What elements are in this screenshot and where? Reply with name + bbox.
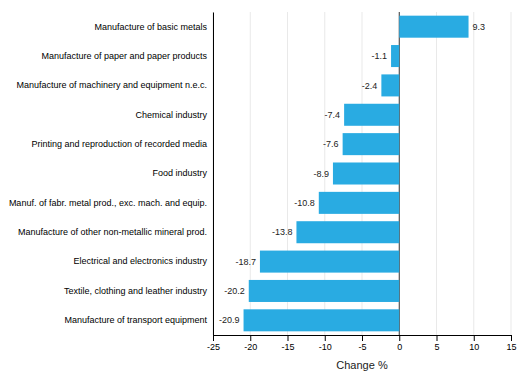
y-tick: Manufacture of transport equipment <box>64 315 213 325</box>
y-tick: Chemical industry <box>135 110 213 120</box>
y-tick-label: Manufacture of transport equipment <box>64 315 207 325</box>
x-tick: 15 <box>506 335 516 352</box>
y-tick-label: Food industry <box>152 168 207 178</box>
x-tick-label: -5 <box>358 342 366 352</box>
x-tick: -15 <box>281 335 294 352</box>
grid-line <box>436 12 437 335</box>
x-axis-title: Change % <box>336 359 388 371</box>
y-axis: Manufacture of transport equipment Textil… <box>9 13 214 336</box>
x-tick: -5 <box>358 335 366 352</box>
x-tick-mark <box>325 335 326 341</box>
data-label: -7.6 <box>323 139 339 149</box>
bar <box>399 16 468 38</box>
x-tick-label: 5 <box>434 342 439 352</box>
x-tick-mark <box>399 335 400 341</box>
data-label: -7.4 <box>325 110 341 120</box>
bar <box>319 192 399 214</box>
data-label: -13.8 <box>272 227 293 237</box>
bar <box>391 45 399 67</box>
y-tick-label: Manufacture of basic metals <box>94 22 207 32</box>
data-label: -8.9 <box>313 169 329 179</box>
y-tick: Electrical and electronics industry <box>73 256 213 266</box>
data-label: -20.9 <box>219 315 240 325</box>
data-labels: -20.9 -20.2 -18.7 -13.8 -10.8 -8.9 -7.6 -7.4 -2.… <box>219 22 485 326</box>
y-tick-label: Manufacture of paper and paper products <box>41 51 207 61</box>
y-tick: Manufacture of basic metals <box>94 22 213 32</box>
bar <box>381 74 399 96</box>
bar <box>296 221 399 243</box>
x-tick-mark <box>288 335 289 341</box>
x-tick-label: -10 <box>319 342 332 352</box>
chart-svg: -20.9 -20.2 -18.7 -13.8 -10.8 -8.9 -7.6 -7.4 -2.… <box>0 0 529 377</box>
y-axis-line <box>213 13 214 336</box>
y-tick: Manufacture of other non-metallic minera… <box>18 227 213 237</box>
bar <box>260 251 399 273</box>
bar <box>344 104 399 126</box>
y-tick-label: Textile, clothing and leather industry <box>64 286 208 296</box>
data-label: -2.4 <box>362 81 378 91</box>
y-tick-label: Electrical and electronics industry <box>73 256 207 266</box>
x-tick-label: 0 <box>397 342 402 352</box>
grid <box>213 12 511 335</box>
y-tick-label: Manuf. of fabr. metal prod., exc. mach. … <box>9 198 207 208</box>
bar <box>343 133 400 155</box>
y-tick: Textile, clothing and leather industry <box>64 286 213 296</box>
x-tick-mark <box>362 335 363 341</box>
bars <box>244 16 469 332</box>
chart: -20.9 -20.2 -18.7 -13.8 -10.8 -8.9 -7.6 -7.4 -2.… <box>0 0 529 377</box>
x-tick-mark <box>250 335 251 341</box>
x-tick-mark <box>213 335 214 341</box>
x-tick: -25 <box>207 335 220 352</box>
plot: -20.9 -20.2 -18.7 -13.8 -10.8 -8.9 -7.6 -7.4 -2.… <box>9 12 517 352</box>
data-label: -1.1 <box>372 51 388 61</box>
x-tick-label: -25 <box>207 342 220 352</box>
data-label: -10.8 <box>294 198 315 208</box>
y-tick: Food industry <box>152 168 213 178</box>
grid-line <box>213 12 214 335</box>
x-tick-label: 15 <box>506 342 516 352</box>
bar <box>244 309 400 331</box>
y-tick-label: Printing and reproduction of recorded me… <box>31 139 207 149</box>
grid-line <box>473 12 474 335</box>
x-tick: 0 <box>397 335 402 352</box>
x-axis-line <box>214 336 512 342</box>
y-tick-label: Manufacture of machinery and equipment n… <box>16 80 207 90</box>
x-tick-mark <box>437 335 438 341</box>
y-tick-label: Chemical industry <box>135 110 207 120</box>
x-tick: -10 <box>319 335 332 352</box>
x-tick-mark <box>511 335 512 341</box>
x-axis: -25 -20 -15 -10 -5 0 5 10 15 <box>207 335 517 352</box>
x-tick: -20 <box>244 335 257 352</box>
bar <box>333 162 399 184</box>
x-tick-mark <box>474 335 475 341</box>
bar <box>249 280 399 302</box>
x-tick-label: -20 <box>244 342 257 352</box>
y-tick: Manuf. of fabr. metal prod., exc. mach. … <box>9 198 213 208</box>
data-label: -18.7 <box>235 257 256 267</box>
x-tick: 10 <box>469 335 479 352</box>
y-tick: Manufacture of machinery and equipment n… <box>16 80 213 90</box>
y-tick-label: Manufacture of other non-metallic minera… <box>18 227 207 237</box>
x-tick: 5 <box>434 335 439 352</box>
data-label: 9.3 <box>473 22 486 32</box>
y-tick: Printing and reproduction of recorded me… <box>31 139 213 149</box>
grid-line <box>511 12 512 335</box>
x-tick-label: -15 <box>281 342 294 352</box>
y-tick: Manufacture of paper and paper products <box>41 51 213 61</box>
x-tick-label: 10 <box>469 342 479 352</box>
data-label: -20.2 <box>224 286 245 296</box>
